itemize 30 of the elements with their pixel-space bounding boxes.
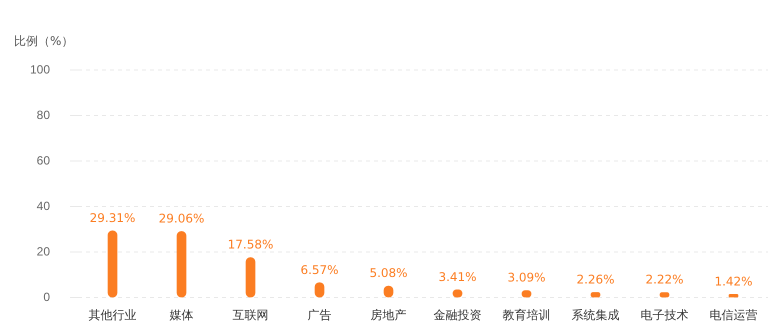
y-tick-label: 20 bbox=[36, 244, 50, 258]
y-tick-label: 40 bbox=[36, 198, 50, 213]
bar bbox=[176, 231, 186, 298]
x-tick-label: 系统集成 bbox=[572, 308, 620, 322]
y-tick-label: 60 bbox=[36, 153, 50, 168]
x-tick-label: 电信运营 bbox=[710, 308, 758, 322]
data-label: 17.58% bbox=[228, 238, 274, 252]
data-label: 1.42% bbox=[714, 274, 753, 288]
x-tick-label: 媒体 bbox=[170, 308, 194, 322]
data-label: 29.06% bbox=[158, 212, 204, 226]
x-tick-label: 广告 bbox=[308, 308, 332, 322]
x-tick-label: 房地产 bbox=[370, 308, 407, 322]
bar bbox=[108, 230, 118, 298]
data-label: 5.08% bbox=[369, 266, 408, 280]
data-label: 2.22% bbox=[645, 272, 684, 287]
x-tick-label: 金融投资 bbox=[434, 308, 482, 322]
y-tick-label: 0 bbox=[43, 290, 50, 304]
y-tick-label: 80 bbox=[36, 108, 50, 122]
data-label: 29.31% bbox=[90, 211, 136, 226]
x-tick-label: 其他行业 bbox=[88, 308, 137, 322]
data-label: 2.26% bbox=[576, 272, 615, 287]
data-label: 3.41% bbox=[438, 270, 477, 284]
y-tick-label: 100 bbox=[30, 62, 50, 76]
y-axis-title: 比例（%） bbox=[14, 33, 74, 50]
data-label: 6.57% bbox=[300, 262, 339, 277]
data-label: 3.09% bbox=[507, 270, 546, 285]
x-tick-label: 教育培训 bbox=[502, 308, 551, 322]
x-tick-label: 电子技术 bbox=[640, 308, 689, 322]
bar bbox=[246, 257, 256, 298]
x-tick-label: 互联网 bbox=[232, 308, 269, 322]
